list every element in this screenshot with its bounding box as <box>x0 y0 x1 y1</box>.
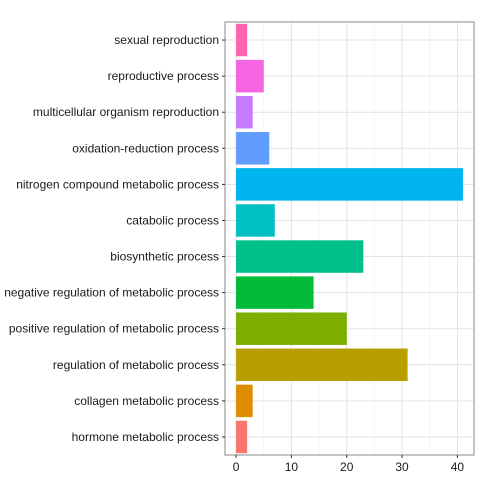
plot-panel <box>224 21 475 456</box>
value-axis: 0 10 20 30 40 <box>233 455 465 474</box>
x-tick-label: 30 <box>395 460 409 474</box>
category-axis: hormone metabolic process collagen metabo… <box>4 33 225 444</box>
bar <box>236 384 253 418</box>
x-tick-label: 20 <box>340 460 354 474</box>
bar <box>236 132 270 165</box>
bar <box>236 420 248 454</box>
category-label: regulation of metabolic process <box>53 358 219 372</box>
bar <box>236 204 275 237</box>
category-label: catabolic process <box>126 213 219 227</box>
bar <box>236 23 248 57</box>
x-tick-label: 40 <box>451 460 465 474</box>
category-label: nitrogen compound metabolic process <box>16 177 219 191</box>
category-label: positive regulation of metabolic process <box>9 322 219 336</box>
bar <box>236 95 253 129</box>
category-label: biosynthetic process <box>110 250 219 264</box>
category-label: reproductive process <box>108 69 219 83</box>
category-label: collagen metabolic process <box>74 394 219 408</box>
x-tick-label: 10 <box>285 460 299 474</box>
bar <box>236 276 314 309</box>
x-tick-label: 0 <box>233 460 240 474</box>
category-label: hormone metabolic process <box>72 430 219 444</box>
bar <box>236 168 463 201</box>
category-label: sexual reproduction <box>114 33 219 47</box>
category-label: oxidation-reduction process <box>72 141 219 155</box>
category-label: negative regulation of metabolic process <box>4 286 219 300</box>
bar <box>236 59 264 93</box>
bar <box>236 312 347 345</box>
bar <box>236 348 408 382</box>
bars <box>236 23 463 454</box>
bar <box>236 240 364 273</box>
category-label: multicellular organism reproduction <box>33 105 219 119</box>
